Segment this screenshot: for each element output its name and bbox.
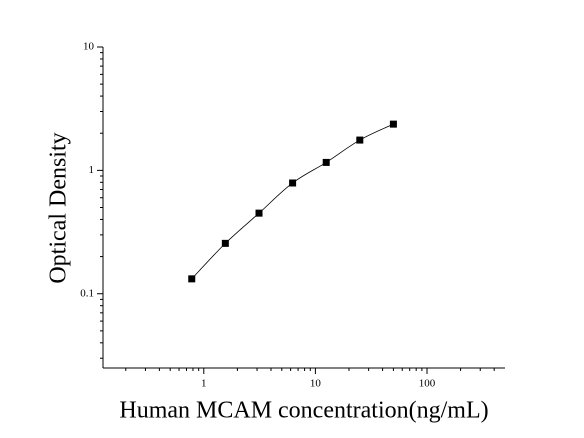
point [389, 120, 397, 128]
point [188, 275, 196, 283]
x-tick-label: 1 [201, 378, 207, 390]
x-tick-label: 100 [419, 378, 436, 390]
x-axis-label: Human MCAM concentration(ng/mL) [119, 398, 488, 424]
fit-curve [191, 123, 394, 280]
y-tick-label: 1 [89, 164, 95, 176]
point [221, 239, 229, 247]
point [289, 179, 297, 187]
point [322, 158, 330, 166]
point [255, 209, 263, 217]
y-tick-label: 0.1 [80, 287, 94, 299]
y-tick-label: 10 [83, 41, 95, 53]
point [356, 136, 364, 144]
y-axis-label: Optical Density [46, 132, 72, 283]
x-tick-label: 10 [310, 378, 322, 390]
